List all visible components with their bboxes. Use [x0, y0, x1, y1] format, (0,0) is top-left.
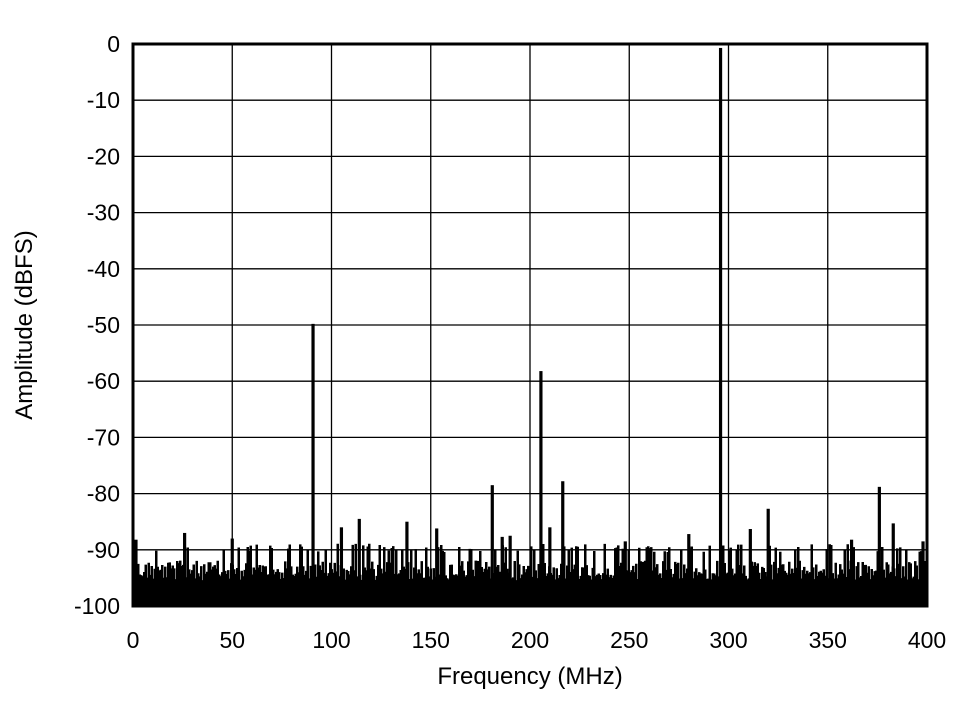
spectral-peak	[766, 508, 770, 606]
y-tick-label: -20	[87, 143, 120, 169]
y-tick-label: -90	[87, 537, 120, 563]
y-tick-labels: 0 -10 -20 -30 -40 -50 -60 -70 -80 -90 -100	[74, 31, 120, 619]
spectral-peak	[183, 532, 187, 606]
y-axis-title: Amplitude (dBFS)	[11, 230, 38, 419]
y-tick-label: -40	[87, 256, 120, 282]
spectral-peak	[435, 528, 439, 606]
spectral-peak	[687, 534, 691, 606]
spectral-peak	[561, 481, 565, 606]
x-tick-label: 200	[511, 627, 549, 653]
x-tick-label: 400	[908, 627, 946, 653]
grid	[132, 43, 928, 607]
x-tick-label: 250	[610, 627, 648, 653]
x-tick-label: 50	[219, 627, 245, 653]
spectral-peak	[500, 536, 504, 606]
spectral-peak	[623, 541, 627, 606]
y-tick-label: -30	[87, 200, 120, 226]
spectral-peak	[405, 521, 409, 606]
spectral-peak	[921, 541, 925, 606]
y-tick-label: -80	[87, 481, 120, 507]
x-tick-label: 100	[312, 627, 350, 653]
x-tick-label: 300	[709, 627, 747, 653]
spectral-peak	[539, 371, 543, 606]
x-axis-title: Frequency (MHz)	[437, 663, 622, 690]
spectrum-trace	[132, 47, 929, 607]
spectral-peak	[339, 527, 344, 606]
spectral-peak	[508, 535, 512, 606]
x-tick-labels: 0 50 100 150 200 250 300 350 400	[127, 627, 947, 653]
noise-floor-base	[133, 583, 927, 606]
y-tick-label: -50	[87, 312, 120, 338]
y-tick-label: -100	[74, 593, 120, 619]
y-tick-label: -10	[87, 87, 120, 113]
y-tick-label: 0	[107, 31, 120, 57]
spectral-peak	[490, 485, 494, 606]
spectral-peak	[891, 523, 895, 606]
spectral-peak	[230, 538, 234, 606]
spectral-peak	[311, 323, 315, 606]
y-tick-label: -60	[87, 368, 120, 394]
x-tick-label: 350	[809, 627, 847, 653]
spectral-peak	[849, 539, 854, 606]
spectral-peak	[357, 518, 361, 606]
spectral-peak	[134, 539, 138, 606]
spectral-peak	[548, 527, 552, 606]
spectral-peak	[718, 47, 723, 606]
spectral-peak	[748, 529, 752, 606]
spectral-peak	[877, 486, 881, 606]
plot-frame	[131, 42, 929, 608]
y-tick-label: -70	[87, 424, 120, 450]
x-tick-label: 0	[127, 627, 140, 653]
x-tick-label: 150	[412, 627, 450, 653]
